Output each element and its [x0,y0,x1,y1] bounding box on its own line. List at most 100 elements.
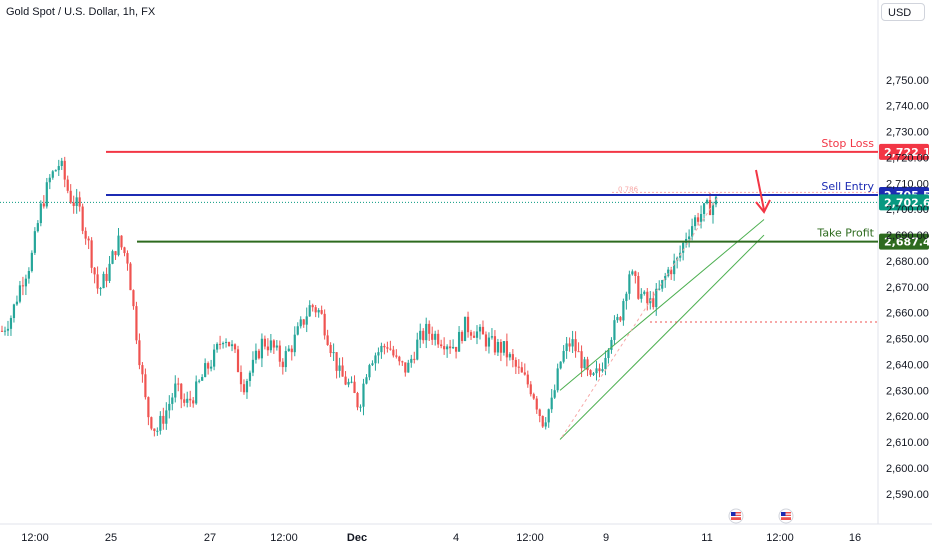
candle-body [472,335,476,338]
candle-body [69,190,72,203]
candle-body [699,214,703,222]
candle-body [670,269,673,275]
candle-body [236,349,240,373]
candle-body [613,320,616,340]
candle-body [266,346,269,351]
candle-body [535,398,538,410]
candle-body [592,373,595,375]
candle-body [269,340,272,351]
candle-body [18,285,22,302]
candle-body [123,247,126,254]
candle-body [493,336,497,353]
candle-body [553,390,556,398]
candle-body [490,336,494,338]
us-flag-event-icon[interactable] [728,508,744,524]
x-tick-label: 12:00 [270,532,298,544]
candle-body [242,384,246,393]
candle-body [42,203,45,207]
candle-body [443,346,446,350]
candle-body [108,263,111,281]
x-tick-label: 12:00 [516,532,544,544]
candle-body [344,376,347,385]
candle-body [693,217,697,227]
candle-body [293,334,296,353]
x-tick-label: Dec [347,532,367,544]
candle-body [36,223,39,232]
candle-body [454,346,458,352]
candle-body [102,273,105,289]
candle-body [317,310,320,313]
candle-body [84,230,87,239]
channel-upper-line[interactable] [559,219,765,391]
candle-body [105,273,108,281]
candle-body [350,381,353,383]
x-tick-label: 25 [105,532,117,544]
candle-body [114,251,117,256]
candle-body [117,235,120,256]
candle-body [254,350,258,360]
candle-body [99,288,102,290]
candle-body [401,361,404,363]
candle-body [422,330,425,341]
candle-body [446,346,449,350]
channel-lower-line[interactable] [559,234,765,440]
candle-body [329,344,332,354]
candle-body [380,345,383,353]
candle-body [251,359,255,373]
candle-body [673,260,676,275]
candle-body [224,341,228,343]
candle-body [81,206,84,231]
candle-body [48,177,51,183]
candle-body [437,333,440,345]
candle-body [628,274,631,294]
candle-body [589,370,592,375]
down-arrow-icon [755,169,765,211]
candle-body [643,291,646,294]
candle-body [33,231,36,253]
candle-body [162,415,165,424]
candle-body [484,334,488,347]
candle-body [204,363,207,378]
candle-body [21,285,25,287]
currency-selector[interactable]: USD [881,3,925,21]
candle-body [392,349,395,356]
candle-body [428,323,431,334]
candle-body [523,372,526,375]
candle-body [481,326,485,335]
take-profit-label: Take Profit [816,227,874,240]
candle-body [607,349,610,358]
candle-body [189,398,192,401]
us-flag-event-icon[interactable] [778,508,794,524]
candle-body [141,365,144,375]
candle-body [565,343,568,351]
candle-body [702,203,706,215]
candle-body [466,316,470,333]
candle-body [425,323,428,341]
candle-body [210,366,213,369]
candle-body [132,290,135,307]
candle-body [478,326,482,332]
candle-body [272,340,275,348]
candle-body [341,365,344,377]
candle-body [257,350,261,359]
candle-body [398,356,401,362]
candle-body [664,276,667,281]
candle-body [580,351,583,369]
candle-body [538,409,541,416]
candle-body [308,305,311,317]
time-axis[interactable]: 12:00 25 27 12:00 Dec 4 12:00 9 11 12:00… [21,532,861,544]
candle-body [532,394,535,399]
candle-body [469,332,473,336]
candle-body [0,330,4,332]
candle-body [514,359,517,367]
candle-body [559,361,562,369]
candle-body [54,170,57,172]
candle-body [556,368,559,391]
candle-body [171,397,174,404]
candle-body [574,339,577,352]
candle-body [640,293,643,299]
price-axis[interactable]: 2,590.00 2,600.00 2,610.00 2,620.00 2,630.00… [886,75,929,501]
y-tick-label: 2,630.00 [886,385,929,397]
candle-body [96,274,99,289]
